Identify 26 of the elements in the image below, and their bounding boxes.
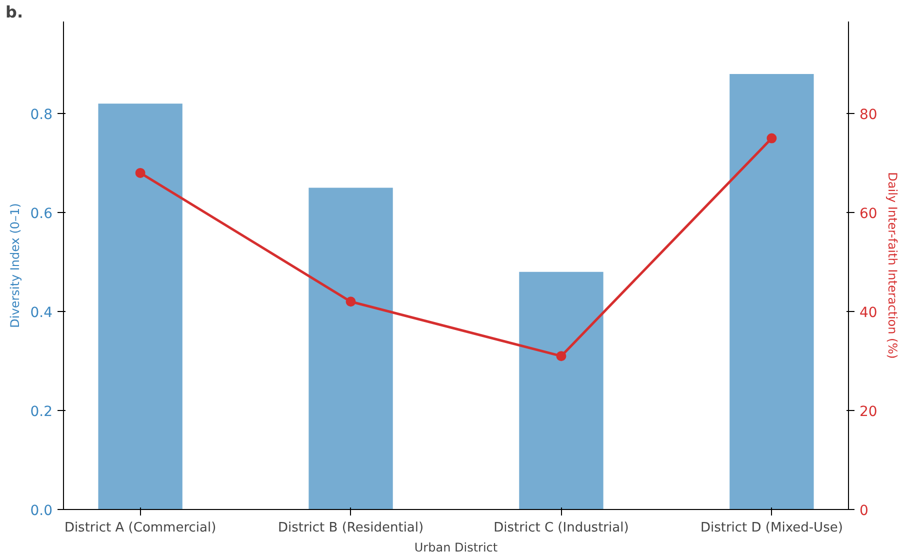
y-axis-title: Diversity Index (0–1)	[8, 203, 22, 328]
y2-tick-label: 20	[860, 404, 878, 420]
y-tick-label: 0.4	[30, 305, 53, 322]
y2-tick-label: 40	[860, 305, 878, 322]
text: b.	[6, 2, 24, 22]
y2-tick-label: 60	[860, 206, 878, 222]
bar	[98, 104, 182, 510]
point	[766, 133, 777, 144]
x-tick-label: District A (Commercial)	[64, 520, 216, 536]
point	[556, 351, 566, 362]
y2-tick-label: 80	[860, 107, 878, 124]
x-tick-label: District D (Mixed-Use)	[700, 520, 843, 536]
x-tick-label: District B (Residential)	[278, 520, 424, 536]
bar	[519, 272, 604, 510]
y-tick-label: 0.8	[30, 107, 52, 124]
bar	[308, 188, 393, 510]
x-tick-label: District C (Industrial)	[494, 520, 629, 536]
y2-tick-label: 0	[860, 503, 868, 519]
y-tick-label: 0.0	[30, 503, 52, 519]
x-axis-title: Urban District	[414, 540, 498, 554]
y-tick-label: 0.2	[30, 404, 52, 420]
point	[346, 296, 356, 307]
y2-axis-title: Daily Inter-faith Interaction (%)	[885, 172, 900, 359]
point	[135, 168, 146, 178]
y-tick-label: 0.6	[30, 206, 53, 222]
bar	[730, 74, 814, 510]
